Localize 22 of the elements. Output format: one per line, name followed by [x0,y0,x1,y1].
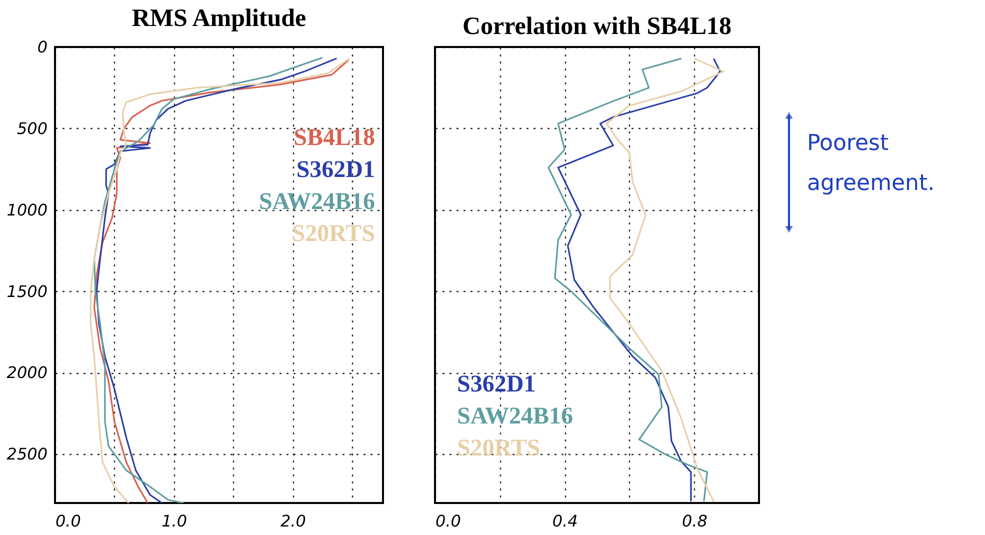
x-tick-label: 0.0 [56,512,81,530]
text: S362D1 [457,371,536,398]
text: S362D1 [296,157,375,184]
series-label: SB4L18 [294,125,375,152]
x-tick-label: 0.0 [436,512,461,530]
text: S20RTS [457,435,540,462]
text: S20RTS [292,221,375,248]
x-tick-label: 0.4 [552,512,578,530]
y-tick-label: 1500 [6,282,48,301]
y-tick-label: 2000 [6,363,48,382]
x-tick-label: 2.0 [280,512,306,530]
chart-title: RMS Amplitude [132,5,306,32]
text: SAW24B16 [258,189,375,216]
y-tick-label: 2500 [6,444,48,464]
chart-title: Correlation with SB4L18 [462,13,732,40]
y-tick-label: 500 [16,118,48,138]
y-tick-label: 1000 [6,200,48,220]
y-tick-label: 0 [37,38,48,56]
x-tick-label: 0.8 [682,512,708,530]
x-tick-label: 1.0 [162,512,188,530]
text: SAW24B16 [457,403,574,430]
text: Poorest agreement. [807,130,935,196]
